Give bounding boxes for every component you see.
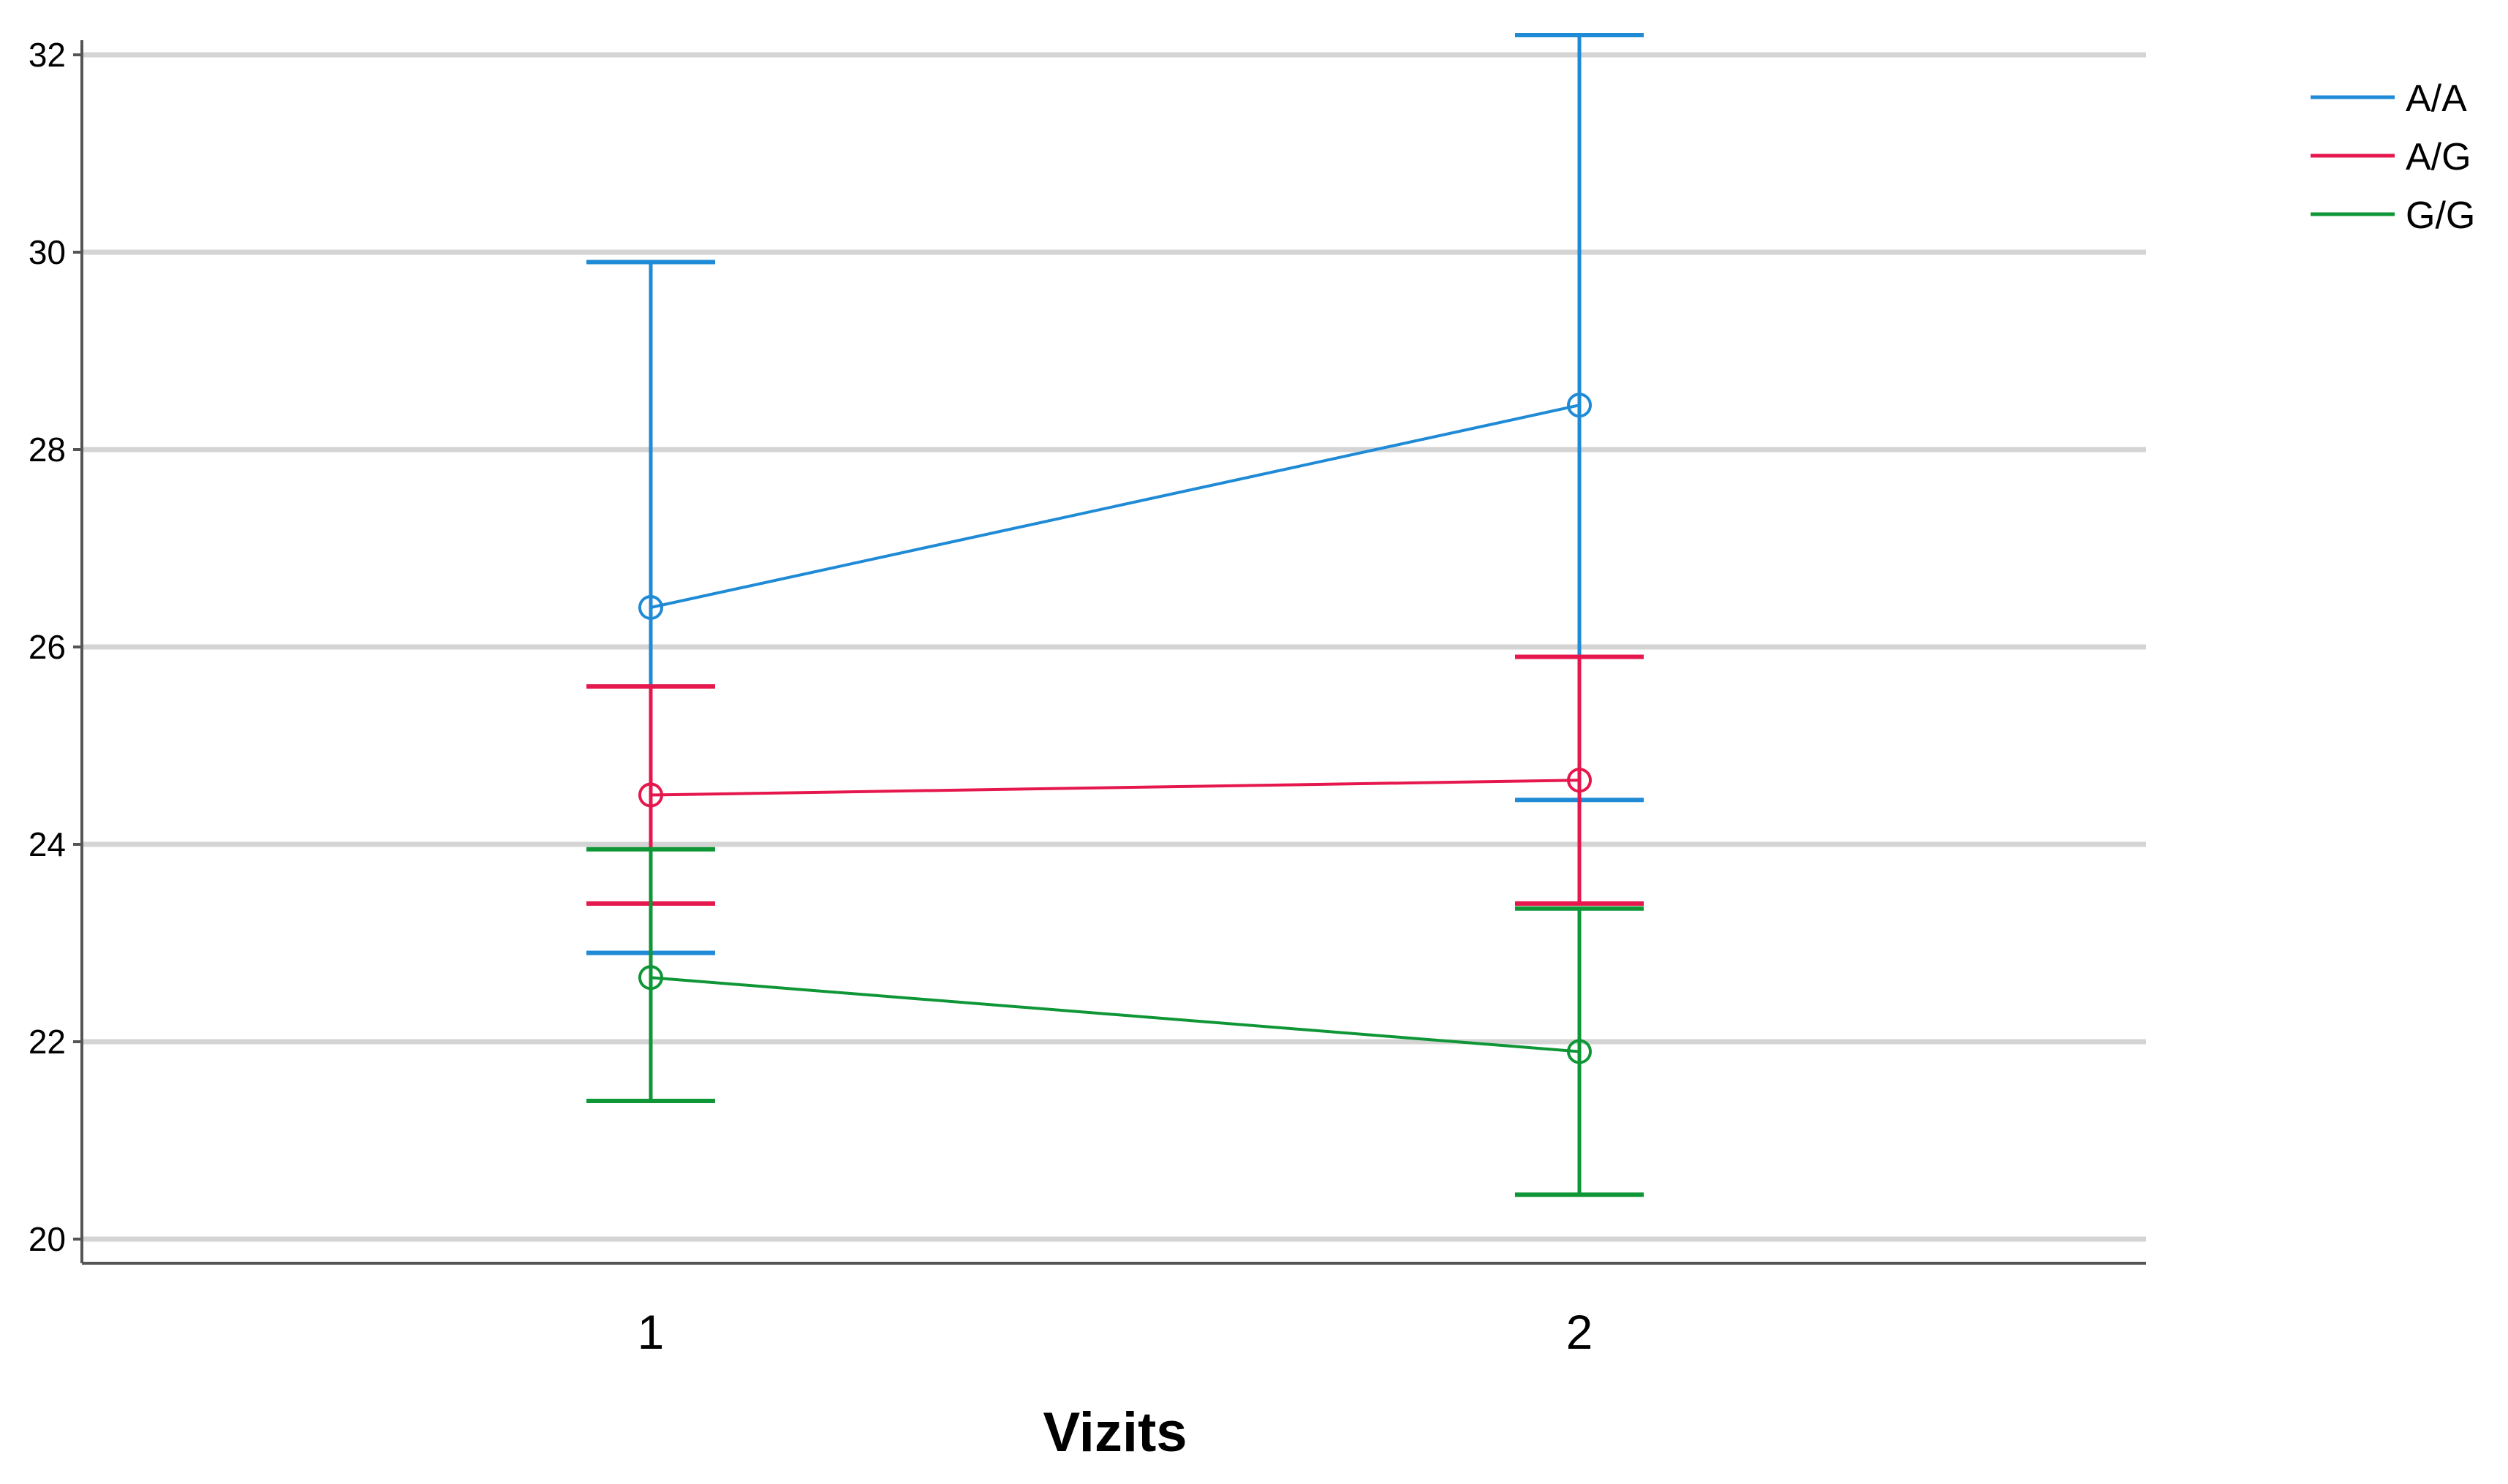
y-tick-label: 22	[29, 1023, 66, 1061]
data-point-a-a	[638, 595, 663, 620]
series-a-a	[586, 33, 1644, 955]
x-tick-label: 2	[1566, 1305, 1593, 1359]
legend-label-g-g: G/G	[2406, 194, 2475, 237]
legend-label-a-a: A/A	[2406, 77, 2467, 120]
y-tick-label: 20	[29, 1220, 66, 1258]
gridlines	[82, 52, 2146, 1242]
series-line-g-g	[650, 976, 1580, 1053]
legend: A/A A/G G/G	[2311, 77, 2475, 237]
y-tick-label: 32	[29, 36, 66, 74]
y-tick-label: 24	[29, 825, 66, 863]
data-point-g-g	[1567, 1039, 1592, 1064]
y-tick-label: 26	[29, 628, 66, 666]
legend-label-a-g: A/G	[2406, 136, 2471, 178]
y-tick-label: 30	[29, 233, 66, 271]
series-layer	[586, 33, 1644, 1197]
x-tick-label: 1	[638, 1305, 665, 1359]
series-a-g	[586, 654, 1644, 906]
data-point-a-g	[1567, 768, 1592, 793]
data-point-g-g	[638, 965, 663, 991]
data-point-a-a	[1567, 393, 1592, 418]
series-line-a-g	[650, 779, 1580, 797]
series-g-g	[586, 847, 1644, 1197]
y-axis-ticks: 20 22 24 26 28 30 32	[29, 36, 82, 1258]
x-axis-label: Vizits	[1043, 1401, 1187, 1464]
axes	[80, 40, 2146, 1265]
y-tick-label: 28	[29, 431, 66, 469]
data-point-a-g	[638, 782, 663, 808]
series-line-a-a	[650, 404, 1580, 609]
